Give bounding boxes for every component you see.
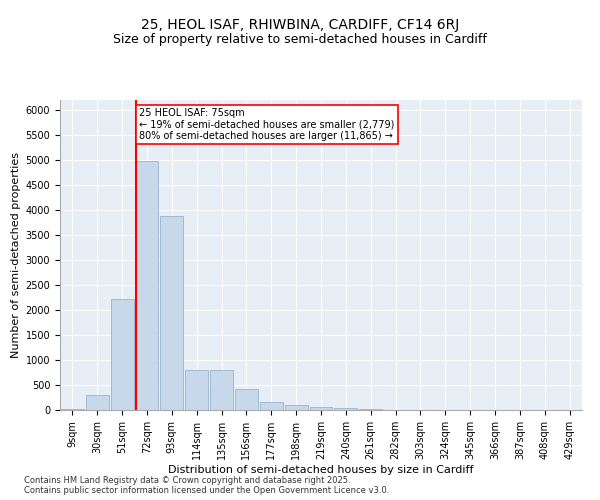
Bar: [334, 408, 357, 410]
Bar: [310, 406, 332, 410]
Bar: [235, 388, 258, 410]
Text: 25, HEOL ISAF, RHIWBINA, CARDIFF, CF14 6RJ: 25, HEOL ISAF, RHIWBINA, CARDIFF, CF14 6…: [141, 18, 459, 32]
Bar: [61, 409, 84, 410]
Text: Size of property relative to semi-detached houses in Cardiff: Size of property relative to semi-detach…: [113, 32, 487, 46]
Text: 25 HEOL ISAF: 75sqm
← 19% of semi-detached houses are smaller (2,779)
80% of sem: 25 HEOL ISAF: 75sqm ← 19% of semi-detach…: [139, 108, 395, 140]
Y-axis label: Number of semi-detached properties: Number of semi-detached properties: [11, 152, 22, 358]
Bar: [359, 409, 382, 410]
Text: Contains HM Land Registry data © Crown copyright and database right 2025.
Contai: Contains HM Land Registry data © Crown c…: [24, 476, 389, 495]
Bar: [260, 402, 283, 410]
Bar: [210, 370, 233, 410]
Bar: [111, 298, 134, 410]
Bar: [285, 404, 308, 410]
Bar: [160, 216, 183, 410]
Bar: [86, 394, 109, 410]
Bar: [136, 161, 158, 410]
Bar: [185, 370, 208, 410]
X-axis label: Distribution of semi-detached houses by size in Cardiff: Distribution of semi-detached houses by …: [168, 464, 474, 474]
